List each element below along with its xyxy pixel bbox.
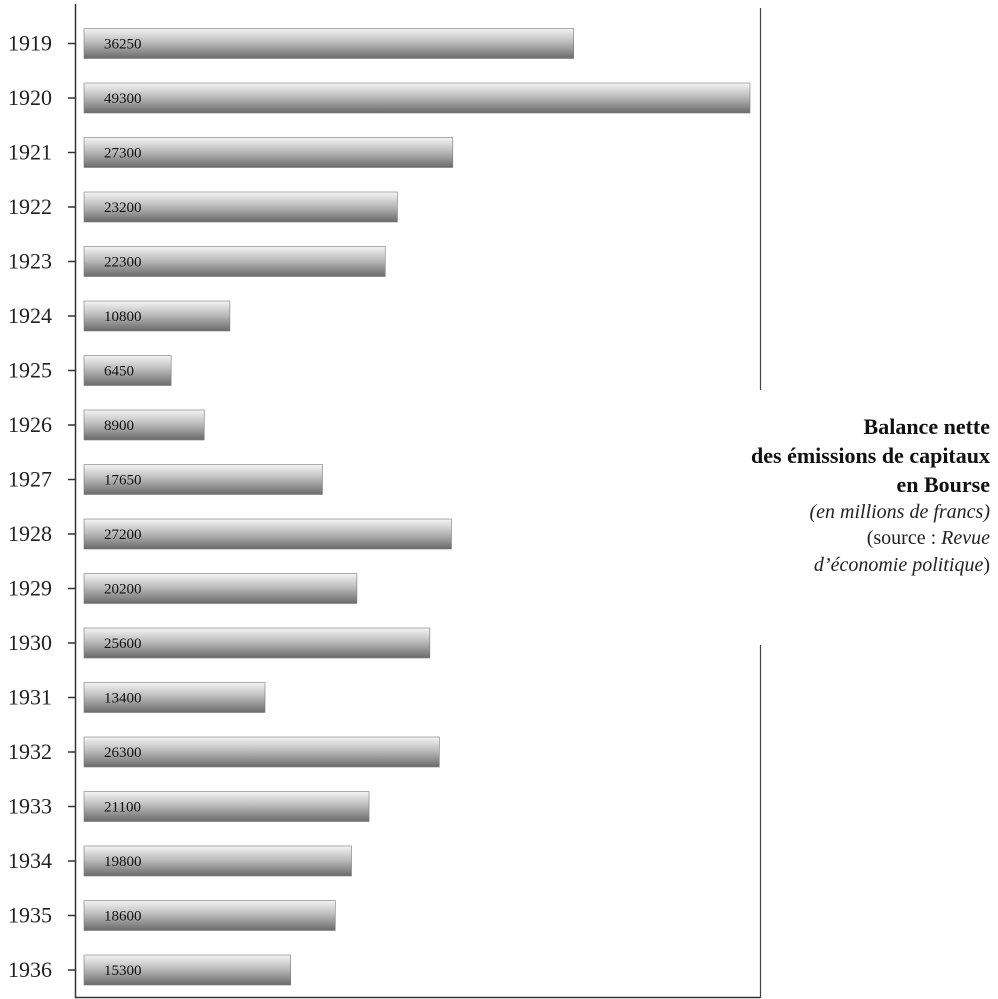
year-label-1925: 1925 — [8, 358, 52, 383]
year-label-1923: 1923 — [8, 249, 52, 274]
year-label-1933: 1933 — [8, 794, 52, 819]
caption-title-line-2: des émissions de capitaux — [751, 443, 990, 469]
bar-1933 — [83, 791, 370, 822]
year-label-1932: 1932 — [8, 739, 52, 764]
bar-1924 — [83, 300, 231, 332]
bar-1919 — [83, 28, 575, 59]
caption-source-line-1: (source : Revue — [660, 525, 990, 551]
year-label-1926: 1926 — [8, 412, 52, 437]
bar-1930 — [83, 627, 431, 659]
value-label-1925: 6450 — [104, 364, 134, 380]
year-label-1929: 1929 — [8, 576, 52, 601]
value-label-1923: 22300 — [104, 255, 142, 271]
value-label-1920: 49300 — [104, 91, 142, 107]
bar-1923 — [83, 246, 386, 277]
chart-caption: Balance nette des émissions de capitaux … — [660, 412, 990, 578]
caption-units: (en millions de francs) — [809, 501, 990, 524]
year-label-1935: 1935 — [8, 903, 52, 928]
value-label-1921: 27300 — [104, 146, 142, 162]
year-label-1922: 1922 — [8, 194, 52, 219]
year-label-1931: 1931 — [8, 685, 52, 710]
bar-1936 — [83, 954, 291, 986]
value-label-1926: 8900 — [104, 418, 134, 434]
bars-layer: 1919 36250 1920 49300 1921 27300 1922 23200 1923… — [8, 28, 751, 986]
value-label-1934: 19800 — [104, 854, 142, 870]
value-label-1922: 23200 — [104, 200, 142, 216]
value-label-1936: 15300 — [104, 963, 142, 979]
year-label-1930: 1930 — [8, 630, 52, 655]
caption-source-line-2: d’économie politique) — [660, 552, 990, 578]
bar-1935 — [83, 900, 336, 931]
value-label-1933: 21100 — [104, 800, 141, 816]
caption-source-journal-1: Revue — [941, 527, 990, 550]
bar-1932 — [83, 736, 440, 768]
year-label-1928: 1928 — [8, 521, 52, 546]
bar-1926 — [83, 409, 205, 441]
year-label-1927: 1927 — [8, 467, 52, 492]
caption-title-line-3: en Bourse — [896, 472, 991, 498]
year-label-1919: 1919 — [8, 31, 52, 56]
value-label-1932: 26300 — [104, 745, 142, 761]
value-label-1924: 10800 — [104, 309, 142, 325]
bar-1925 — [83, 355, 172, 386]
year-label-1921: 1921 — [8, 140, 52, 165]
value-label-1930: 25600 — [104, 636, 142, 652]
value-label-1927: 17650 — [104, 473, 142, 489]
caption-title-line-1: Balance nette — [863, 414, 990, 439]
year-label-1924: 1924 — [8, 303, 52, 328]
bar-1927 — [83, 464, 323, 495]
value-label-1928: 27200 — [104, 527, 142, 543]
bar-1920 — [83, 82, 751, 114]
bar-1928 — [83, 518, 452, 550]
caption-source-suffix: ) — [983, 553, 990, 576]
value-label-1935: 18600 — [104, 909, 142, 925]
year-label-1936: 1936 — [8, 957, 52, 982]
caption-source-journal-2: d’économie politique — [813, 553, 984, 576]
value-label-1919: 36250 — [104, 37, 142, 53]
bar-1922 — [83, 191, 398, 223]
caption-source-prefix: (source : — [866, 527, 942, 550]
year-label-1934: 1934 — [8, 848, 52, 873]
value-label-1929: 20200 — [104, 582, 142, 598]
year-label-1920: 1920 — [8, 85, 52, 110]
value-label-1931: 13400 — [104, 691, 142, 707]
bar-1929 — [83, 573, 358, 604]
bar-1934 — [83, 845, 352, 877]
bar-1921 — [83, 137, 454, 168]
bar-1931 — [83, 682, 266, 713]
